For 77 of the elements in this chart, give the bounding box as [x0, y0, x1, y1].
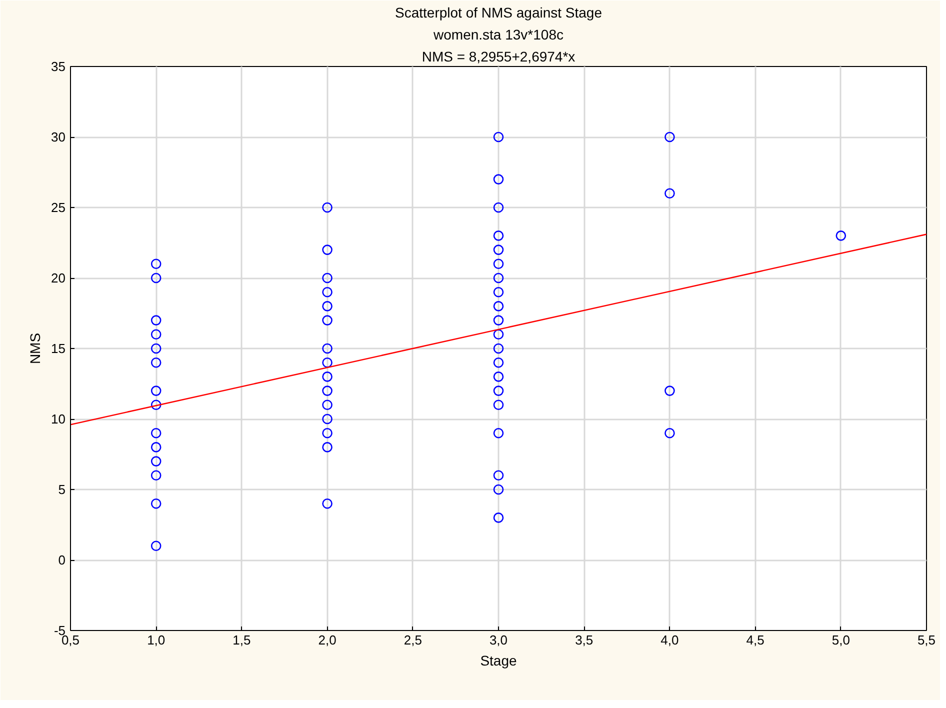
y-tick-label: 10 — [51, 412, 66, 426]
point — [150, 386, 162, 396]
point — [322, 442, 332, 452]
point — [322, 498, 332, 509]
x-tick-label: 1,5 — [232, 632, 251, 648]
point — [493, 400, 504, 410]
point — [322, 244, 332, 255]
point — [664, 188, 675, 199]
y-tick-label: 15 — [51, 341, 66, 356]
point — [493, 301, 504, 312]
point — [322, 428, 332, 438]
y-tick-label: 0 — [58, 552, 66, 568]
chart-subtitle: women.sta 13v*108c — [432, 26, 564, 42]
point — [493, 484, 504, 495]
y-tick-label: 35 — [51, 59, 66, 74]
point — [150, 343, 162, 354]
point — [664, 428, 675, 438]
point — [150, 470, 162, 481]
point — [150, 400, 162, 410]
point — [150, 498, 162, 509]
point — [322, 286, 332, 298]
point — [493, 329, 504, 340]
point — [322, 272, 332, 284]
point — [664, 132, 675, 142]
point — [493, 174, 504, 184]
point — [493, 286, 504, 298]
point — [322, 400, 332, 410]
point — [493, 512, 504, 523]
x-tick-label: 4,5 — [746, 632, 764, 648]
point — [493, 202, 504, 213]
point — [664, 386, 675, 396]
x-tick-label: 2,0 — [318, 632, 336, 648]
y-axis-title: NMS — [27, 332, 44, 364]
x-tick-label: 1,0 — [147, 632, 166, 648]
point — [150, 272, 162, 284]
point — [150, 540, 162, 552]
point — [150, 258, 162, 270]
point — [322, 386, 332, 396]
point — [493, 372, 504, 382]
point — [322, 202, 332, 213]
x-tick-label: 4,0 — [660, 632, 679, 648]
y-tick-label: 20 — [51, 270, 66, 286]
x-tick-label: 3,5 — [575, 632, 594, 648]
point — [322, 414, 332, 424]
point — [493, 428, 504, 438]
point — [493, 470, 504, 481]
point — [493, 357, 504, 368]
chart-title: Scatterplot of NMS against Stage — [395, 4, 602, 20]
point — [150, 315, 162, 326]
point — [493, 343, 504, 354]
text: NMS = 8,2955+2,6974*x — [422, 48, 576, 64]
point — [493, 132, 504, 142]
point — [322, 315, 332, 326]
point — [493, 244, 504, 255]
x-tick-label: 5,0 — [832, 632, 850, 648]
point — [493, 258, 504, 270]
point — [493, 315, 504, 326]
x-tick-label: 5,5 — [917, 632, 936, 648]
point — [493, 386, 504, 396]
point — [150, 428, 162, 438]
point — [493, 230, 504, 241]
x-tick-label: 2,5 — [404, 632, 422, 648]
point — [322, 343, 332, 354]
point — [836, 230, 846, 241]
y-tick-label: 25 — [51, 200, 66, 215]
point — [322, 372, 332, 382]
point — [322, 301, 332, 312]
x-axis-title: Stage — [480, 652, 518, 668]
point — [150, 442, 162, 452]
point — [150, 357, 162, 368]
y-tick-label: 5 — [58, 482, 66, 497]
x-tick-label: 3,0 — [489, 632, 508, 648]
point — [150, 456, 162, 466]
y-tick-label: 30 — [51, 130, 66, 144]
point — [150, 329, 162, 340]
point — [322, 357, 332, 368]
point — [493, 272, 504, 284]
